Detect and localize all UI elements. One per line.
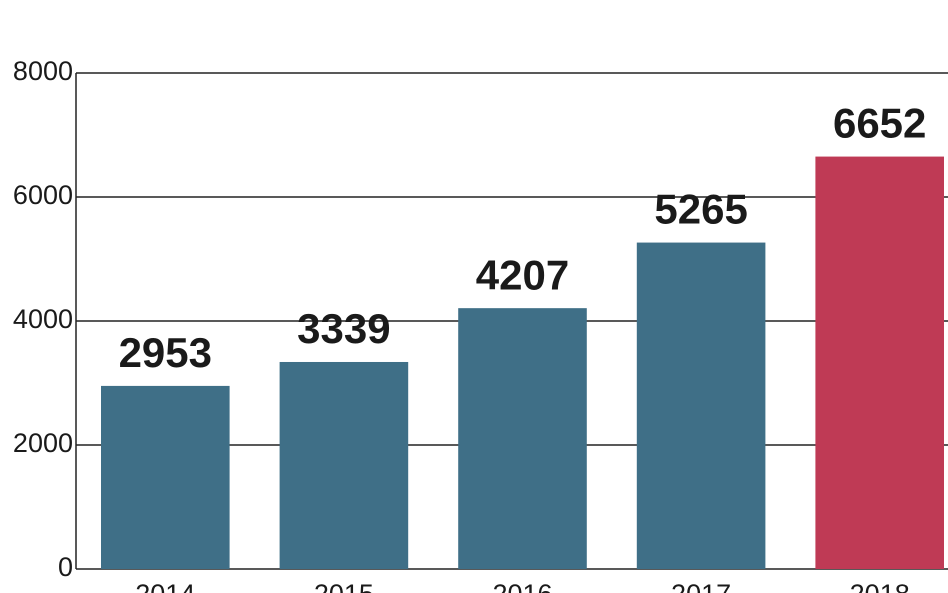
value-label: 6652 (833, 100, 926, 147)
x-tick-label: 2016 (492, 579, 552, 593)
y-tick-label: 6000 (13, 180, 73, 210)
y-tick-label: 2000 (13, 428, 73, 458)
x-tick-label: 2014 (135, 579, 195, 593)
x-tick-label: 2015 (314, 579, 374, 593)
value-label: 3339 (297, 305, 390, 352)
value-label: 2953 (119, 329, 212, 376)
y-tick-label: 8000 (13, 56, 73, 86)
value-label: 5265 (654, 186, 747, 233)
bar (458, 308, 587, 569)
bar (279, 361, 409, 569)
bar (101, 385, 230, 569)
bar (815, 156, 944, 570)
value-label: 4207 (476, 251, 569, 298)
y-tick-label: 4000 (13, 304, 73, 334)
x-tick-label: 2018 (850, 579, 910, 593)
x-tick-label: 2017 (671, 579, 731, 593)
y-tick-label: 0 (58, 552, 73, 582)
bar (636, 242, 766, 569)
